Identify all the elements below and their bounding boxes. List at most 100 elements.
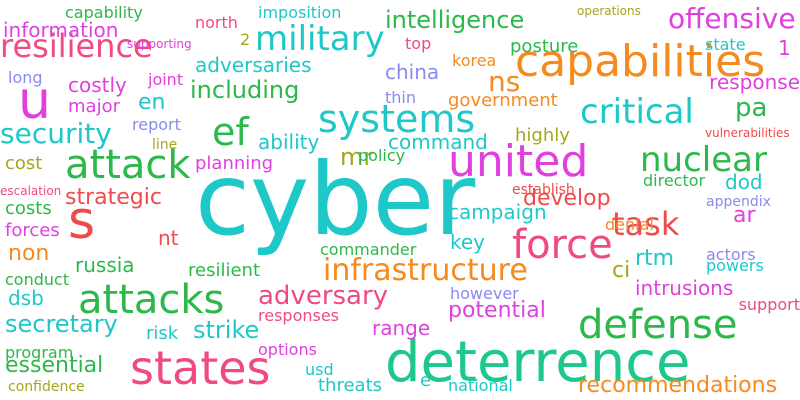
- cloud-word-deterrence: deterrence: [385, 330, 691, 395]
- cloud-word-defense: defense: [578, 302, 738, 348]
- cloud-word-information: information: [3, 18, 119, 42]
- cloud-word-korea: korea: [452, 51, 497, 70]
- cloud-word-however: however: [450, 284, 519, 303]
- cloud-word-non: non: [8, 241, 50, 266]
- cloud-word-planning: planning: [195, 153, 274, 174]
- cloud-word-force: force: [512, 222, 613, 268]
- cloud-word-costs: costs: [5, 198, 52, 219]
- cloud-word-imposition: imposition: [258, 3, 342, 22]
- cloud-word-states: states: [130, 341, 271, 395]
- cloud-word-including: including: [190, 76, 300, 104]
- cloud-word-e: e: [420, 370, 432, 391]
- cloud-word-north: north: [195, 13, 238, 32]
- cloud-word-response: response: [709, 70, 800, 94]
- cloud-word-powers: powers: [706, 256, 764, 275]
- cloud-word-strike: strike: [193, 316, 260, 344]
- cloud-word-threats: threats: [318, 375, 383, 396]
- cloud-word-critical: critical: [580, 92, 694, 132]
- cloud-word-key: key: [450, 230, 486, 254]
- cloud-word-confidence: confidence: [8, 379, 85, 395]
- cloud-word-united: united: [448, 136, 589, 187]
- cloud-word-security: security: [0, 117, 112, 150]
- cloud-word-establish: establish: [512, 182, 575, 198]
- cloud-word-national: national: [448, 376, 513, 395]
- cloud-word-top: top: [405, 34, 432, 53]
- cloud-word-command: command: [388, 130, 488, 154]
- cloud-word-posture: posture: [510, 36, 579, 57]
- cloud-word-support: support: [738, 295, 800, 314]
- cloud-word-adversary: adversary: [258, 281, 389, 311]
- cloud-word-responses: responses: [258, 306, 340, 325]
- cloud-word-ef: ef: [212, 110, 249, 154]
- cloud-word-ci: ci: [612, 258, 631, 283]
- cloud-word-capability: capability: [65, 3, 143, 22]
- cloud-word-develop: develop: [523, 186, 611, 211]
- cloud-word-actors: actors: [706, 245, 756, 264]
- cloud-word-director: director: [643, 171, 706, 190]
- cloud-word-policy: policy: [358, 146, 406, 165]
- cloud-word-denial: denial: [605, 215, 654, 234]
- cloud-word-resilience: resilience: [0, 27, 153, 65]
- cloud-word-pa: pa: [735, 93, 768, 123]
- cloud-word-russia: russia: [75, 253, 135, 277]
- cloud-word-vulnerabilities: vulnerabilities: [705, 126, 790, 140]
- cloud-word-ability: ability: [258, 130, 320, 154]
- cloud-word-1: 1: [778, 36, 791, 60]
- cloud-word-secretary: secretary: [5, 310, 118, 338]
- cloud-word-task: task: [612, 205, 680, 243]
- cloud-word-usd: usd: [305, 360, 334, 379]
- cloud-word-escalation: escalation: [0, 184, 62, 198]
- cloud-word-program: program: [5, 343, 74, 362]
- cloud-word-long: long: [8, 68, 43, 87]
- cloud-word-cyber: cyber: [195, 141, 476, 258]
- cloud-word-supporting: supporting: [127, 37, 192, 51]
- cloud-word-costly: costly: [68, 73, 127, 97]
- cloud-word-options: options: [258, 340, 317, 359]
- cloud-word-state: state: [705, 35, 746, 54]
- cloud-word-mr: mr: [340, 143, 374, 171]
- cloud-word-strategic: strategic: [65, 185, 162, 210]
- cloud-word-attacks: attacks: [78, 277, 225, 323]
- cloud-word-risk: risk: [146, 323, 179, 344]
- cloud-word-joint: joint: [148, 70, 184, 89]
- cloud-word-s: s: [68, 191, 96, 251]
- cloud-word-potential: potential: [448, 298, 546, 323]
- cloud-word-en: en: [138, 90, 166, 115]
- cloud-word-u: u: [18, 71, 51, 131]
- cloud-word-rtm: rtm: [635, 246, 675, 271]
- cloud-word-offensive: offensive: [668, 2, 796, 35]
- cloud-word-campaign: campaign: [448, 200, 547, 224]
- cloud-word-nuclear: nuclear: [640, 140, 767, 180]
- cloud-word-forces: forces: [5, 220, 60, 241]
- cloud-word-adversaries: adversaries: [195, 53, 312, 77]
- cloud-word-range: range: [372, 316, 431, 340]
- cloud-word-military: military: [255, 19, 385, 59]
- cloud-word-dod: dod: [725, 170, 763, 194]
- cloud-word-china: china: [385, 60, 440, 84]
- cloud-word-thin: thin: [385, 88, 416, 107]
- cloud-word-intelligence: intelligence: [385, 6, 525, 34]
- cloud-word-dsb: dsb: [8, 286, 44, 310]
- cloud-word-line: line: [152, 137, 178, 153]
- cloud-word-recommendations: recommendations: [578, 373, 778, 398]
- cloud-word-2: 2: [240, 30, 251, 49]
- cloud-word-ar: ar: [733, 203, 756, 228]
- cloud-word-intrusions: intrusions: [635, 276, 734, 300]
- cloud-word-essential: essential: [5, 353, 104, 378]
- cloud-word-government: government: [448, 90, 558, 111]
- cloud-word-resilient: resilient: [188, 260, 260, 281]
- cloud-word-commander: commander: [320, 240, 417, 259]
- cloud-word-attack: attack: [65, 142, 191, 188]
- cloud-word-highly: highly: [515, 125, 570, 146]
- cloud-word-cost: cost: [5, 153, 43, 174]
- cloud-word-systems: systems: [318, 97, 476, 141]
- cloud-word-nt: nt: [158, 226, 179, 250]
- cloud-word-major: major: [68, 96, 120, 117]
- cloud-word-ns: ns: [488, 65, 521, 98]
- cloud-word-infrastructure: infrastructure: [323, 253, 528, 288]
- cloud-word-appendix: appendix: [706, 194, 771, 210]
- cloud-word-capabilities: capabilities: [515, 36, 766, 87]
- cloud-word-conduct: conduct: [5, 270, 70, 289]
- cloud-word-report: report: [132, 115, 181, 134]
